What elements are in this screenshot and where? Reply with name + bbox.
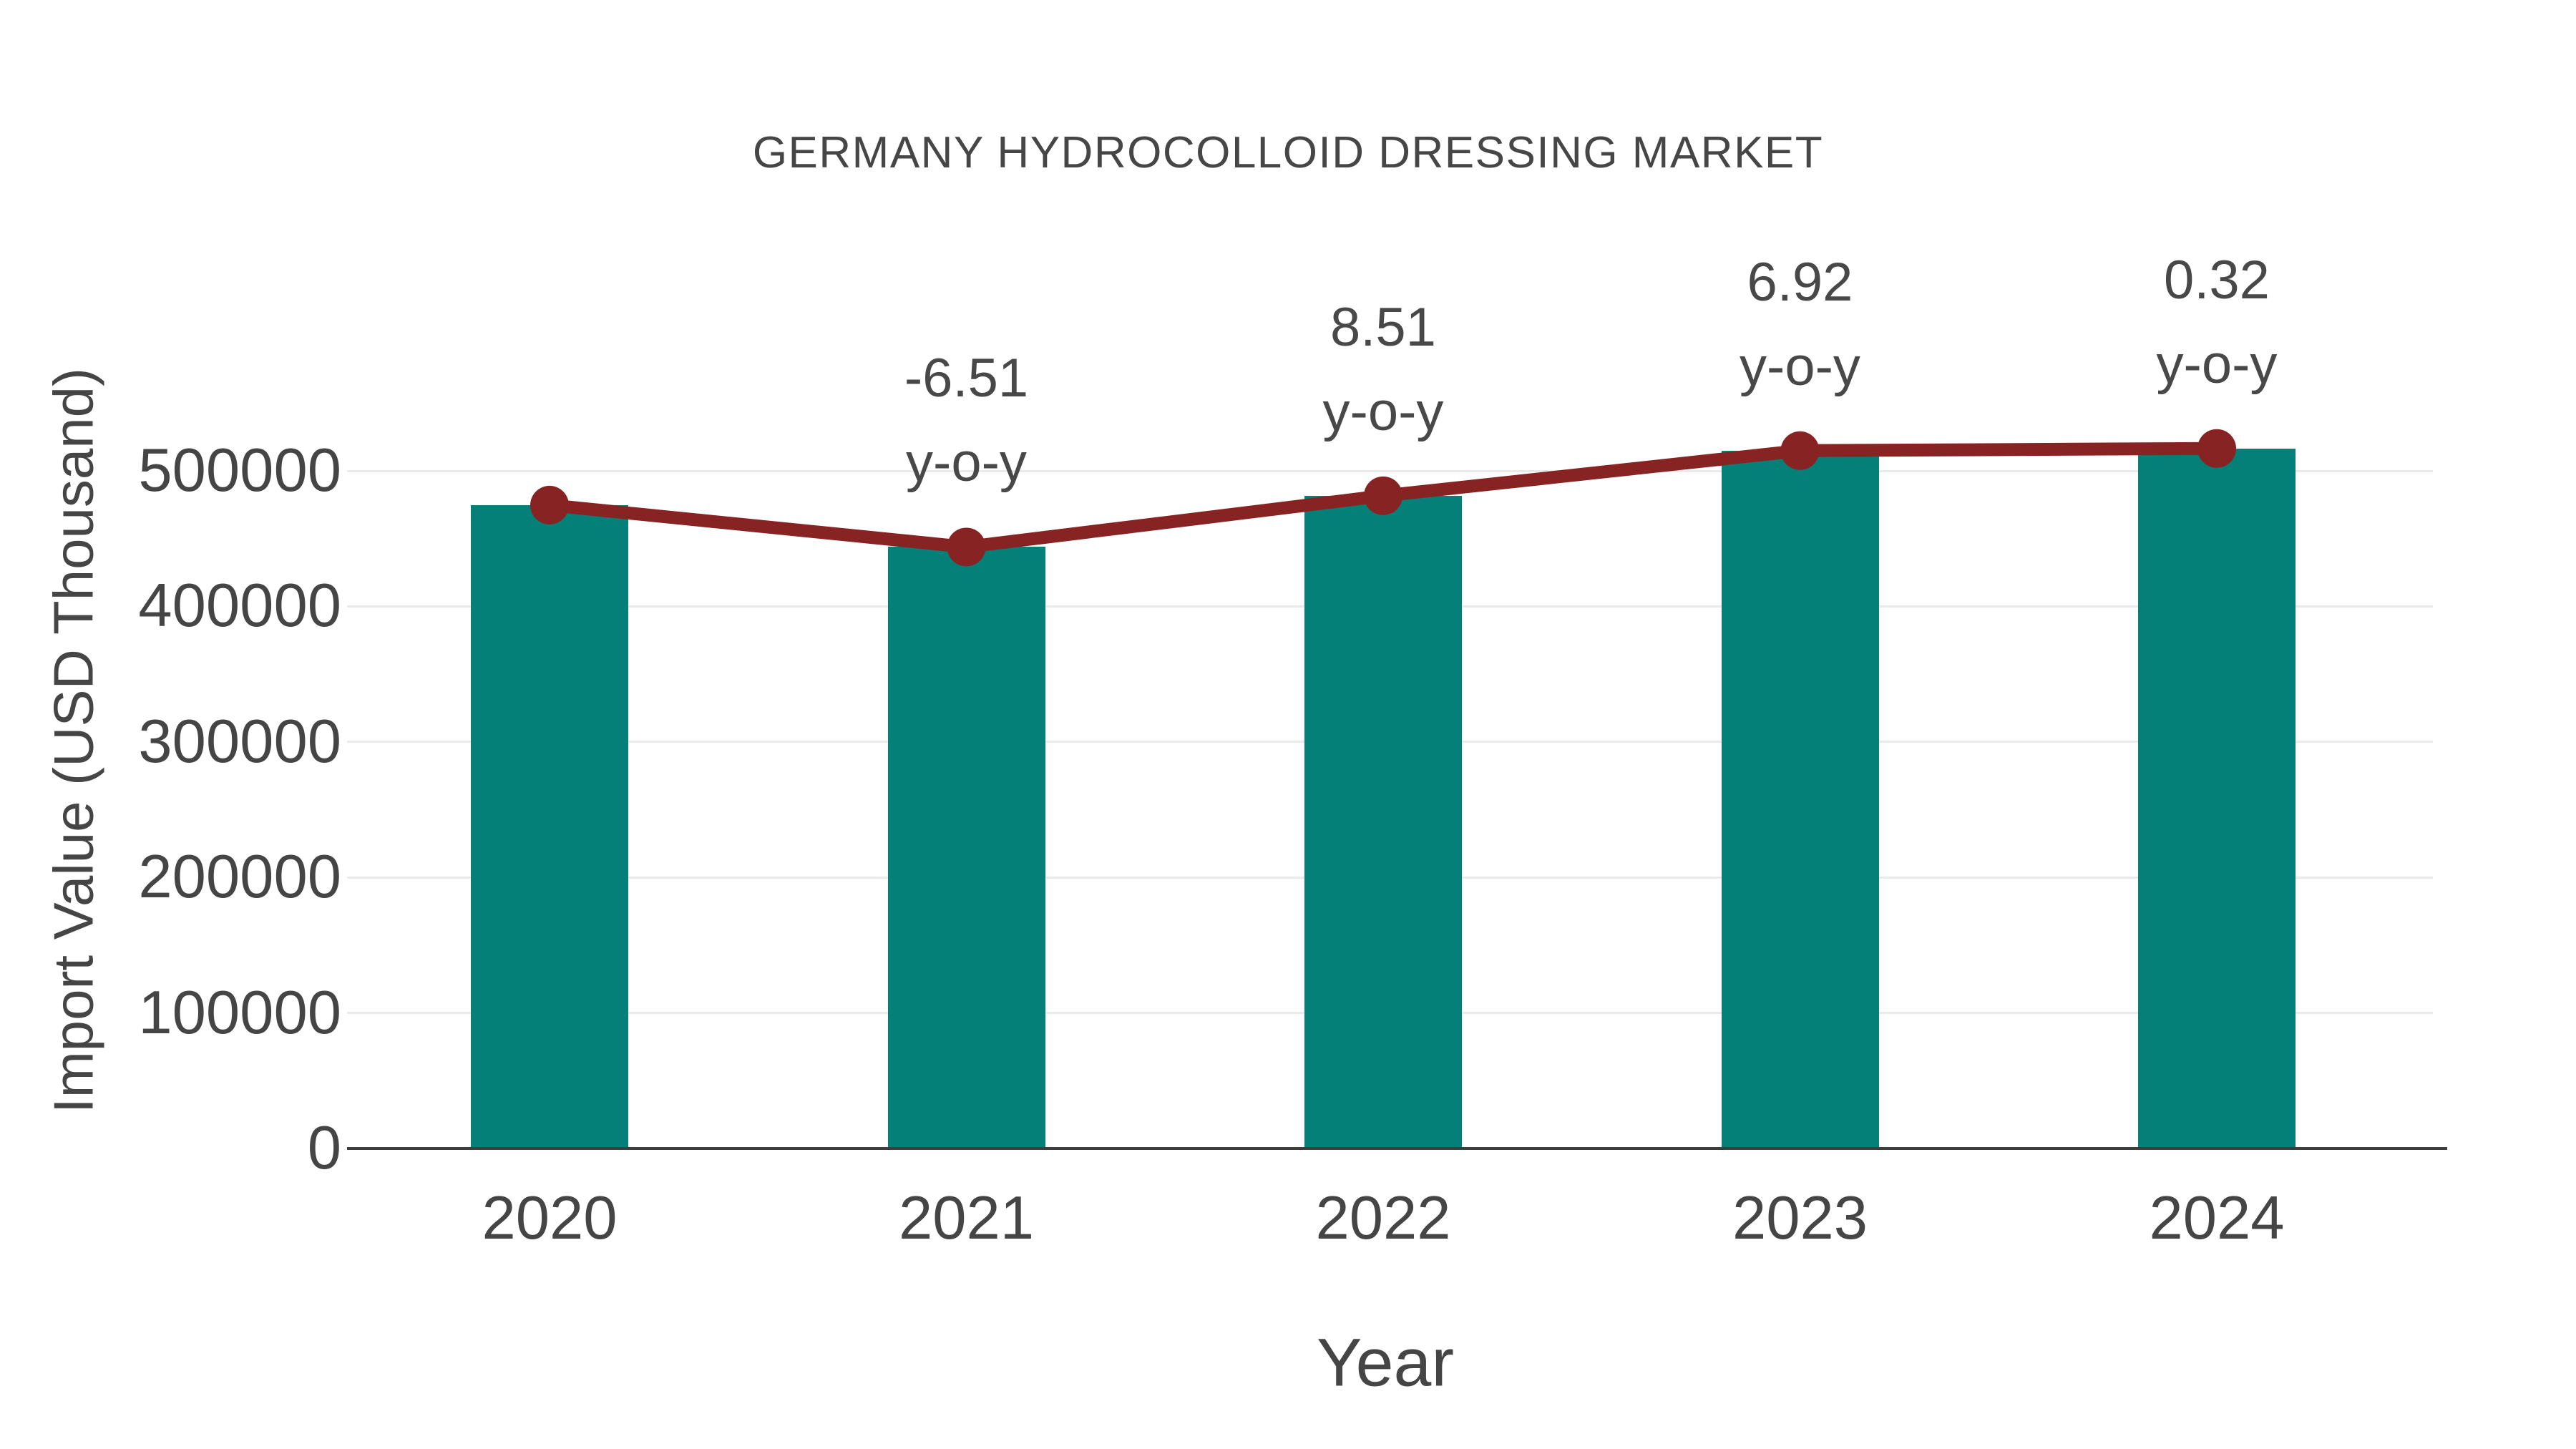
bar-2023	[1721, 450, 1879, 1148]
y-tick-0: 0	[307, 1114, 341, 1182]
x-tick-2024: 2024	[2149, 1184, 2285, 1252]
y-tick-400000: 400000	[138, 572, 341, 640]
y-tick-200000: 200000	[138, 843, 341, 912]
annotation-2022: 8.51 y-o-y	[1219, 286, 1548, 454]
gridline-500000	[347, 469, 2433, 472]
bar-2020	[471, 504, 628, 1148]
x-tick-2021: 2021	[898, 1184, 1035, 1252]
annotation-suffix: y-o-y	[1322, 381, 1444, 442]
annotation-suffix: y-o-y	[2156, 333, 2278, 395]
bar-2022	[1304, 495, 1462, 1148]
x-tick-2023: 2023	[1732, 1184, 1868, 1252]
x-axis-line	[347, 1147, 2447, 1150]
x-axis-title: Year	[1317, 1324, 1454, 1401]
x-tick-2020: 2020	[482, 1184, 618, 1252]
chart-title: GERMANY HYDROCOLLOID DRESSING MARKET	[752, 128, 1824, 177]
annotation-value: -6.51	[904, 348, 1029, 409]
bar-2021	[887, 547, 1045, 1148]
annotation-value: 6.92	[1747, 251, 1853, 313]
x-tick-2022: 2022	[1315, 1184, 1451, 1252]
y-tick-500000: 500000	[138, 436, 341, 504]
y-tick-100000: 100000	[138, 978, 341, 1047]
annotation-2021: -6.51 y-o-y	[802, 336, 1131, 505]
bar-2024	[2138, 448, 2296, 1148]
annotation-suffix: y-o-y	[906, 432, 1027, 494]
y-tick-300000: 300000	[138, 707, 341, 776]
annotation-2023: 6.92 y-o-y	[1636, 240, 1965, 409]
annotation-suffix: y-o-y	[1740, 336, 1860, 397]
annotation-2024: 0.32 y-o-y	[2052, 238, 2381, 407]
annotation-value: 0.32	[2164, 249, 2270, 311]
annotation-value: 8.51	[1330, 296, 1436, 358]
